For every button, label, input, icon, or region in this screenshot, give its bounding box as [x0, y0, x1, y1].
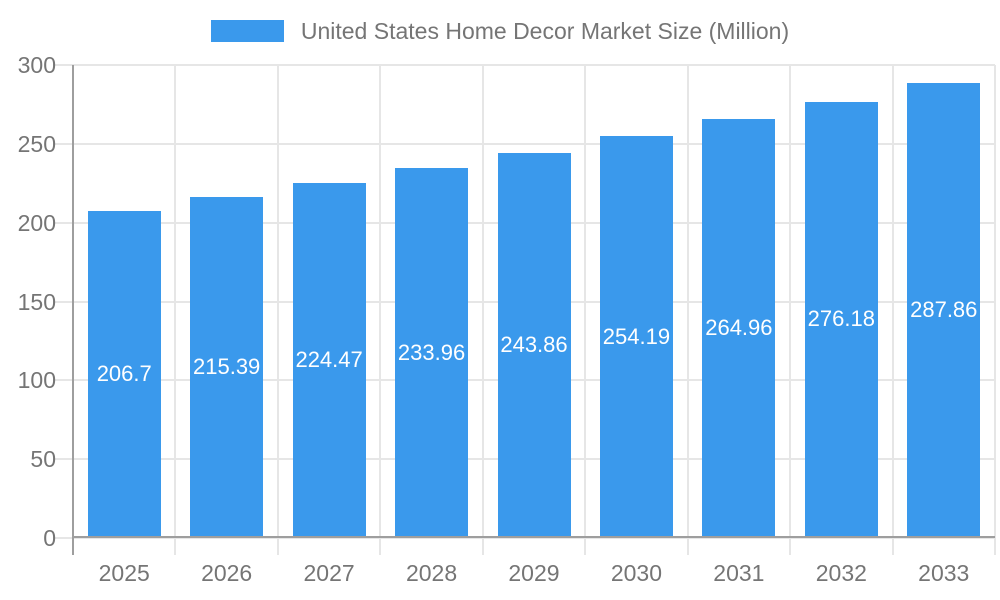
- bar-value-label: 276.18: [807, 306, 875, 332]
- x-axis-tick-label: 2029: [508, 560, 560, 586]
- y-axis-tick-label: 250: [17, 130, 56, 157]
- y-gridline: [53, 142, 995, 145]
- bar-2026[interactable]: 215.39: [190, 197, 264, 537]
- y-axis-line: [72, 65, 74, 555]
- x-gridline: [789, 65, 792, 555]
- y-axis-tick-label: 0: [43, 525, 56, 551]
- bar-value-label: 264.96: [705, 315, 773, 341]
- x-gridline: [891, 65, 894, 555]
- x-axis-tick-label: 2031: [713, 560, 765, 586]
- bar-value-label: 243.86: [500, 331, 568, 357]
- y-axis-tick-label: 200: [17, 209, 56, 236]
- x-gridline: [686, 65, 689, 555]
- bar-value-label: 287.86: [910, 297, 978, 323]
- bar-value-label: 233.96: [397, 339, 466, 365]
- bar-2032[interactable]: 276.18: [804, 101, 878, 537]
- plot-area: 206.7 215.39 224.47 233.96 243.86 254.19 264.9…: [53, 64, 996, 555]
- y-axis-tick-label: 300: [17, 52, 56, 78]
- y-axis-tick-label: 100: [17, 367, 56, 394]
- bar-value-label: 206.7: [96, 361, 152, 387]
- legend-item[interactable]: United States Home Decor Market Size (Mi…: [0, 14, 1000, 48]
- x-axis-tick-label: 2033: [918, 560, 970, 586]
- x-gridline: [174, 65, 177, 555]
- y-axis-tick-label: 150: [17, 288, 56, 315]
- y-axis-tick-label: 50: [30, 446, 56, 473]
- x-axis-tick-label: 2030: [610, 560, 663, 586]
- bar-2030[interactable]: 254.19: [599, 136, 673, 537]
- bar-value-label: 224.47: [295, 347, 363, 373]
- x-axis-line: [73, 536, 995, 538]
- x-axis-tick-label: 2027: [303, 560, 355, 586]
- bar-2027[interactable]: 224.47: [292, 183, 366, 537]
- x-gridline: [276, 65, 279, 555]
- bar-value-label: 215.39: [193, 354, 261, 380]
- x-axis-tick-label: 2028: [405, 560, 458, 586]
- bar-value-label: 254.19: [602, 323, 671, 349]
- x-gridline: [379, 65, 382, 555]
- x-axis-tick-label: 2032: [815, 560, 867, 586]
- bar-2031[interactable]: 264.96: [702, 119, 776, 537]
- y-gridline: [53, 64, 995, 66]
- x-gridline: [481, 65, 484, 555]
- x-axis-tick-label: 2025: [98, 560, 150, 586]
- x-axis-tick-label: 2026: [201, 560, 253, 586]
- legend-label: United States Home Decor Market Size (Mi…: [300, 17, 790, 44]
- y-gridline: [53, 537, 995, 539]
- bar-2033[interactable]: 287.86: [907, 83, 981, 537]
- legend-swatch: [210, 20, 284, 42]
- x-gridline: [994, 65, 996, 555]
- bar-2025[interactable]: 206.7: [87, 211, 161, 537]
- bar-2029[interactable]: 243.86: [497, 152, 571, 537]
- x-gridline: [584, 65, 587, 555]
- bar-2028[interactable]: 233.96: [395, 168, 469, 537]
